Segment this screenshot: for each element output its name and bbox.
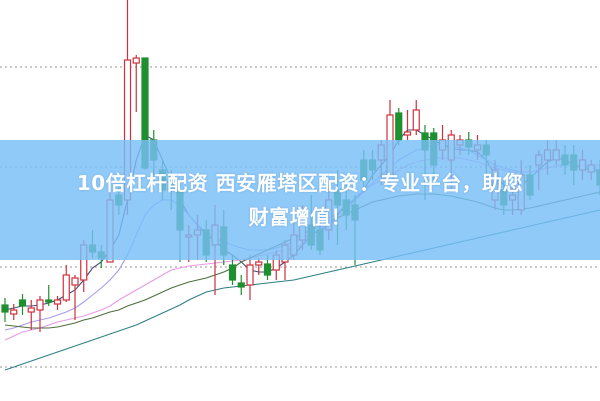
candle-up (132, 57, 140, 64)
candle-up (10, 309, 18, 315)
candle-up (36, 299, 44, 311)
candle-up (71, 277, 79, 286)
candle-down (1, 304, 9, 313)
candle-up (255, 261, 263, 266)
candle-down (45, 299, 53, 303)
candle-up (403, 131, 412, 136)
candle-up (246, 264, 254, 286)
candle-down (263, 263, 272, 276)
candle-down (228, 264, 237, 281)
candle-up (53, 299, 62, 305)
candle-down (395, 112, 403, 141)
candle-down (18, 299, 27, 307)
candle-up (62, 274, 70, 301)
title-banner: 10倍杠杆配资 西安雁塔区配资：专业平台，助您 财富增值！ (0, 140, 600, 260)
candle-up (27, 307, 35, 313)
banner-title-line-1: 10倍杠杆配资 西安雁塔区配资：专业平台，助您 (76, 171, 524, 195)
banner-title-line-2: 财富增值！ (248, 205, 352, 229)
candle-down (237, 282, 245, 288)
candle-up (412, 109, 420, 131)
